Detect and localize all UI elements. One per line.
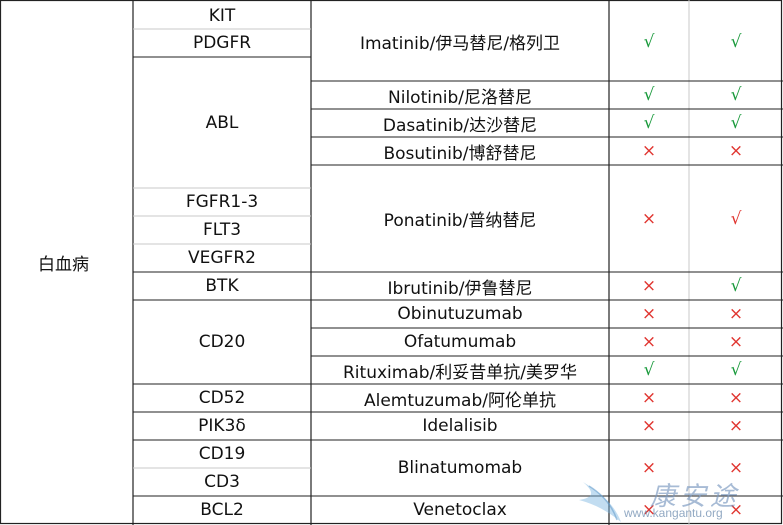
drug-cell: Bosutinib/博舒替尼 bbox=[383, 143, 537, 164]
drug-cell: Rituximab/利妥昔单抗/美罗华 bbox=[343, 362, 577, 383]
check-mark: √ bbox=[643, 31, 655, 52]
drug-cell: Idelalisib bbox=[422, 416, 498, 436]
cross-mark: × bbox=[728, 458, 744, 478]
drug-cell: Imatinib/伊马替尼/格列卫 bbox=[359, 34, 561, 54]
target-cell: CD19 bbox=[198, 444, 246, 464]
target-cell: BCL2 bbox=[200, 500, 244, 520]
cross-mark: × bbox=[728, 388, 744, 408]
drug-cell: Nilotinib/尼洛替尼 bbox=[388, 87, 532, 108]
target-cell: CD20 bbox=[198, 332, 246, 352]
cross-mark: × bbox=[728, 500, 744, 520]
drug-cell: Ofatumumab bbox=[403, 332, 517, 352]
drug-cell: Ponatinib/普纳替尼 bbox=[383, 211, 537, 231]
check-mark: √ bbox=[643, 113, 655, 133]
watermark-text: 康安途 bbox=[650, 482, 741, 512]
cross-mark: × bbox=[641, 304, 657, 324]
drug-cell: Dasatinib/达沙替尼 bbox=[382, 115, 538, 136]
check-mark: √ bbox=[730, 31, 742, 52]
target-cell: KIT bbox=[208, 5, 236, 26]
target-cell: CD52 bbox=[198, 388, 246, 408]
check-mark: √ bbox=[730, 113, 742, 133]
watermark-wing-icon bbox=[579, 482, 621, 522]
check-mark: √ bbox=[730, 85, 742, 105]
cross-mark: × bbox=[641, 332, 657, 352]
cross-mark: × bbox=[728, 141, 744, 161]
cross-mark: × bbox=[728, 416, 744, 436]
watermark-url: www.kangantu.org bbox=[624, 506, 723, 520]
cross-mark: × bbox=[728, 332, 744, 352]
cross-mark: × bbox=[641, 208, 657, 229]
target-cell: BTK bbox=[205, 276, 239, 296]
cross-mark: × bbox=[641, 141, 657, 161]
target-cell: PDGFR bbox=[192, 33, 252, 53]
cross-mark: × bbox=[641, 388, 657, 408]
cross-mark: × bbox=[728, 304, 744, 324]
check-mark: √ bbox=[643, 85, 655, 105]
drug-cell: Alemtuzumab/阿伦单抗 bbox=[363, 390, 556, 411]
target-cell: VEGFR2 bbox=[188, 248, 256, 268]
drug-cell: Venetoclax bbox=[413, 500, 507, 520]
target-cell: PIK3δ bbox=[198, 416, 246, 436]
target-cell: ABL bbox=[205, 112, 239, 133]
disease-cell: 白血病 bbox=[38, 255, 89, 275]
check-mark: √ bbox=[730, 208, 742, 229]
check-mark: √ bbox=[730, 360, 742, 380]
target-cell: FLT3 bbox=[202, 220, 242, 240]
drug-cell: Blinatumomab bbox=[397, 458, 523, 478]
cross-mark: × bbox=[641, 458, 657, 478]
check-mark: √ bbox=[643, 360, 655, 380]
cross-mark: × bbox=[641, 276, 657, 296]
drug-cell: Obinutuzumab bbox=[397, 304, 523, 324]
target-cell: FGFR1-3 bbox=[185, 192, 259, 212]
drug-cell: Ibrutinib/伊鲁替尼 bbox=[387, 278, 533, 299]
target-cell: CD3 bbox=[204, 472, 240, 492]
check-mark: √ bbox=[730, 276, 742, 296]
cross-mark: × bbox=[641, 500, 657, 520]
cross-mark: × bbox=[641, 416, 657, 436]
